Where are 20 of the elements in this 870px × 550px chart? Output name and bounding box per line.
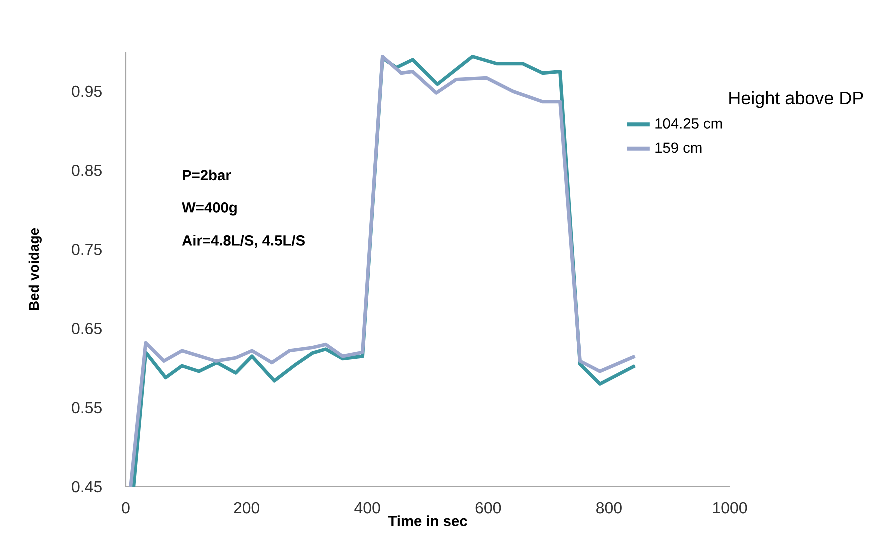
y-tick-label: 0.65 (72, 323, 102, 334)
annotation: Air=4.8L/S, 4.5L/S (182, 235, 305, 248)
legend-label: 159 cm (656, 142, 702, 154)
y-tick-label: 0.85 (72, 164, 102, 176)
legend-label: 104.25 cm (656, 118, 722, 129)
x-tick-label: 0 (122, 502, 130, 514)
annotation: P=2bar (183, 170, 232, 181)
x-tick-label: 400 (354, 502, 380, 514)
annotation: W=400g (182, 202, 237, 216)
x-tick-label: 800 (596, 502, 622, 514)
y-tick-label: 0.55 (72, 402, 102, 414)
x-axis-title: Time in sec (388, 516, 468, 526)
x-tick-label: 1000 (713, 502, 748, 514)
y-tick-label: 0.95 (72, 86, 102, 98)
legend-title: Height above DP (730, 91, 864, 108)
x-tick-label: 600 (476, 502, 502, 514)
x-tick-label: 200 (234, 502, 260, 514)
y-axis-title: Bed voidage (28, 228, 42, 310)
y-tick-label: 0.75 (72, 244, 102, 256)
y-tick-label: 0.45 (72, 481, 102, 493)
